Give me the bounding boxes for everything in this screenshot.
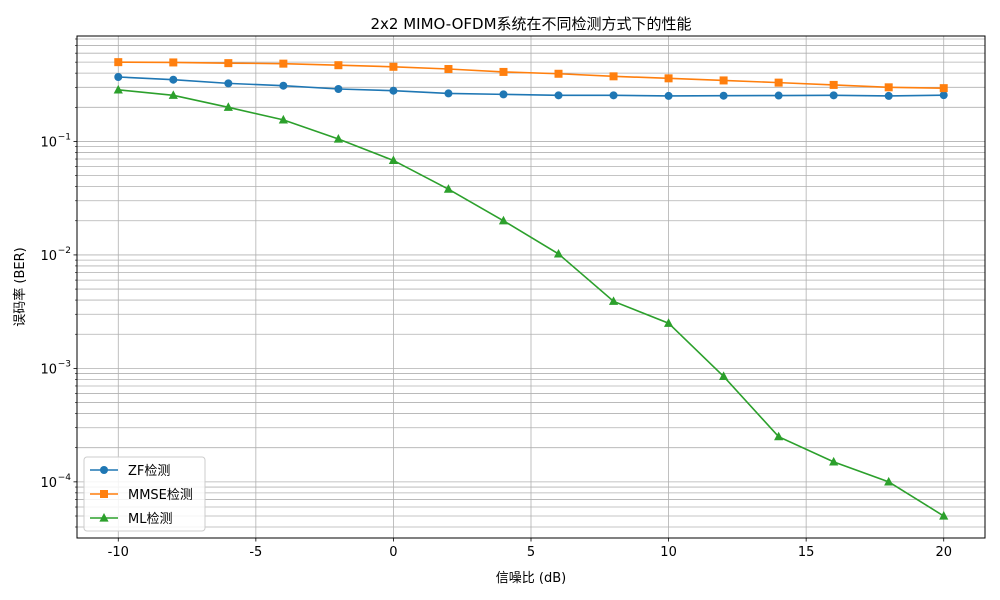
data-point-series-2 — [829, 456, 839, 466]
x-tick-label: 0 — [389, 545, 397, 560]
data-point-series-0 — [554, 91, 563, 100]
major-gridlines — [77, 36, 985, 538]
data-point-series-0 — [884, 91, 893, 100]
data-point-series-1 — [334, 61, 343, 70]
data-point-series-2 — [388, 155, 399, 165]
data-point-series-0 — [114, 72, 123, 81]
data-point-series-0 — [389, 86, 398, 95]
y-tick-label-exponent: −2 — [58, 246, 71, 256]
data-point-series-2 — [553, 248, 564, 258]
data-point-series-0 — [829, 91, 838, 100]
chart-title: 2x2 MIMO-OFDM系统在不同检测方式下的性能 — [370, 15, 691, 33]
y-tick-label-exponent: −3 — [58, 359, 71, 369]
data-point-series-1 — [279, 59, 288, 68]
y-tick-label-exponent: −1 — [58, 132, 71, 142]
x-tick-label: 5 — [527, 545, 535, 560]
data-point-series-2 — [333, 134, 343, 143]
data-point-series-0 — [774, 91, 783, 100]
data-point-series-1 — [884, 83, 893, 92]
data-point-series-2 — [113, 84, 123, 94]
data-point-series-2 — [498, 215, 509, 225]
data-point-series-1 — [609, 72, 618, 81]
data-point-series-1 — [939, 84, 948, 93]
data-point-series-1 — [554, 69, 563, 78]
x-tick-label: 15 — [798, 545, 815, 560]
y-tick-label: 10 — [40, 362, 57, 377]
legend-label-2: ML检测 — [128, 512, 172, 527]
data-point-series-2 — [443, 184, 454, 193]
legend-marker-0 — [100, 466, 108, 474]
y-tick-label: 10 — [40, 135, 57, 150]
y-tick-label-exponent: −4 — [58, 473, 72, 483]
x-tick-label: 10 — [660, 545, 677, 560]
legend-marker-1 — [100, 490, 108, 498]
data-point-series-0 — [719, 91, 728, 100]
legend-label-0: ZF检测 — [128, 464, 170, 479]
data-point-series-0 — [444, 89, 453, 98]
data-point-series-0 — [664, 91, 673, 100]
legend: ZF检测 MMSE检测 ML检测 — [83, 456, 206, 532]
data-point-series-1 — [664, 74, 673, 83]
data-point-series-0 — [279, 81, 288, 90]
x-tick-label: -10 — [108, 545, 129, 560]
legend-box — [83, 456, 206, 532]
y-tick-label: 10 — [40, 249, 57, 264]
data-point-series-2 — [278, 114, 288, 124]
data-point-series-2 — [223, 102, 233, 111]
data-point-series-0 — [169, 75, 178, 84]
x-tick-label: -5 — [249, 545, 262, 560]
data-point-series-0 — [939, 91, 948, 100]
series-lines — [118, 61, 945, 517]
data-point-series-1 — [719, 76, 728, 85]
data-point-series-0 — [499, 90, 508, 99]
x-axis-label: 信噪比 (dB) — [496, 571, 566, 586]
data-point-series-1 — [499, 67, 508, 76]
series-line-2 — [118, 89, 945, 517]
data-point-series-2 — [939, 511, 949, 520]
x-tick-label: 20 — [935, 545, 952, 560]
data-point-series-2 — [719, 371, 729, 380]
y-axis-label: 误码率 (BER) — [12, 247, 28, 326]
data-point-series-2 — [884, 476, 894, 486]
data-point-series-0 — [609, 91, 618, 100]
data-point-series-0 — [224, 79, 233, 88]
data-point-series-0 — [334, 84, 343, 93]
data-point-series-2 — [608, 296, 619, 305]
legend-marker-2 — [99, 513, 109, 522]
x-axis-ticks: -10 -5 0 5 10 15 20 — [108, 538, 952, 560]
data-point-series-1 — [774, 78, 783, 87]
data-point-series-1 — [114, 58, 123, 67]
y-tick-label: 10 — [40, 476, 57, 491]
series-line-0 — [118, 76, 944, 97]
data-point-series-1 — [444, 65, 453, 74]
data-point-series-2 — [663, 318, 674, 327]
series-markers — [113, 58, 949, 520]
data-point-series-1 — [224, 59, 233, 68]
y-axis-ticks: 10−410−310−210−1 — [40, 38, 77, 528]
data-point-series-1 — [389, 62, 398, 71]
legend-label-1: MMSE检测 — [128, 488, 193, 503]
data-point-series-2 — [774, 431, 784, 441]
data-point-series-1 — [169, 58, 178, 67]
data-point-series-2 — [168, 90, 178, 99]
series-line-1 — [118, 61, 944, 89]
data-point-series-1 — [829, 80, 838, 89]
